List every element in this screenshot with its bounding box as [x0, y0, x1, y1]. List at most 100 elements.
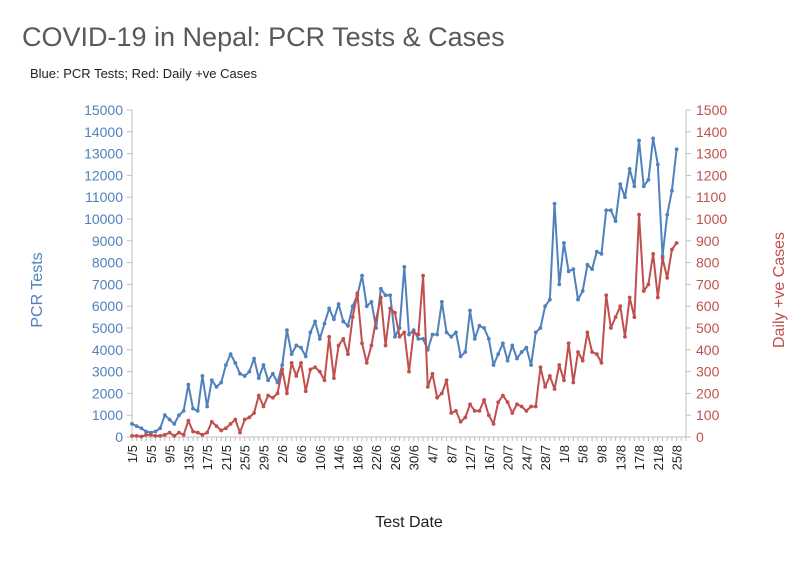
data-point	[449, 411, 454, 415]
data-point	[186, 418, 191, 423]
data-point	[670, 188, 674, 193]
series-line	[132, 213, 678, 438]
right-tick-label: 300	[696, 364, 720, 380]
x-tick-label: 10/6	[313, 445, 328, 470]
left-tick-label: 15000	[84, 102, 123, 118]
data-point	[289, 352, 294, 357]
data-point	[402, 330, 407, 335]
data-point	[655, 162, 660, 167]
x-tick-label: 21/5	[219, 445, 234, 470]
data-point	[463, 350, 468, 354]
left-tick-label: 6000	[92, 298, 123, 314]
right-tick-label: 500	[696, 320, 720, 336]
data-point	[195, 408, 200, 413]
data-point	[515, 402, 519, 407]
data-point	[519, 404, 524, 409]
right-axis-ticks: 0 100 200 300 400 500 600 700 800 900 1000 1100 1200…	[686, 102, 727, 445]
data-point	[547, 374, 552, 378]
right-tick-label: 1100	[696, 189, 726, 205]
data-point	[510, 411, 515, 415]
data-point	[402, 265, 407, 269]
data-point	[486, 413, 491, 418]
data-point	[313, 319, 317, 324]
x-tick-label: 22/6	[369, 445, 384, 470]
data-point	[468, 402, 472, 407]
data-point	[632, 315, 637, 319]
data-point	[181, 432, 186, 437]
data-point	[209, 419, 214, 424]
data-point	[200, 432, 205, 437]
left-tick-label: 10000	[84, 211, 123, 227]
data-point	[491, 422, 496, 426]
data-point	[665, 275, 670, 280]
x-tick-label: 17/5	[200, 445, 215, 470]
data-point	[439, 391, 444, 396]
data-point	[285, 328, 289, 333]
data-point	[421, 273, 425, 278]
data-point	[393, 334, 397, 339]
data-point	[205, 430, 210, 435]
data-point	[219, 428, 224, 433]
data-point	[130, 434, 134, 438]
data-point	[524, 408, 529, 413]
left-tick-label: 4000	[92, 342, 123, 358]
data-point	[608, 208, 613, 213]
data-point	[491, 363, 496, 367]
x-tick-label: 20/7	[501, 445, 516, 470]
data-point	[299, 345, 303, 350]
data-point	[580, 358, 585, 363]
x-tick-label: 13/5	[181, 445, 196, 470]
data-point	[144, 429, 148, 434]
data-point	[585, 330, 590, 335]
data-point	[322, 321, 327, 326]
data-point	[228, 352, 233, 357]
data-point	[317, 337, 322, 341]
data-point	[496, 400, 501, 405]
data-point	[191, 429, 195, 434]
data-point	[327, 306, 332, 311]
data-point	[378, 286, 383, 291]
left-tick-label: 1000	[92, 407, 123, 423]
data-point	[477, 323, 482, 328]
data-point	[674, 147, 679, 152]
right-tick-label: 400	[696, 342, 720, 358]
data-point	[533, 330, 538, 335]
data-point	[566, 269, 571, 274]
data-point	[510, 343, 515, 348]
data-point	[383, 293, 388, 298]
left-tick-label: 7000	[92, 276, 123, 292]
series-daily-cases	[130, 212, 679, 439]
data-point	[576, 350, 580, 354]
data-point	[566, 341, 571, 346]
data-point	[388, 293, 393, 298]
data-point	[604, 208, 609, 213]
data-point	[191, 406, 195, 411]
x-tick-label: 9/5	[163, 445, 178, 463]
data-point	[167, 417, 172, 422]
x-tick-label: 6/6	[294, 445, 309, 463]
data-point	[416, 332, 421, 337]
data-point	[477, 408, 482, 413]
data-point	[341, 337, 346, 341]
data-point	[519, 350, 524, 354]
data-point	[463, 415, 468, 420]
left-tick-label: 3000	[92, 364, 123, 380]
data-point	[242, 417, 247, 422]
x-tick-label: 25/5	[238, 445, 253, 470]
data-point	[501, 341, 505, 346]
data-point	[613, 219, 618, 224]
data-point	[266, 393, 271, 398]
data-point	[665, 212, 670, 217]
data-point	[505, 400, 510, 405]
data-point	[637, 138, 641, 143]
data-point	[543, 384, 548, 389]
data-point	[364, 360, 369, 365]
x-tick-label: 28/7	[538, 445, 553, 470]
x-tick-label: 18/6	[350, 445, 365, 470]
data-point	[148, 432, 153, 437]
data-point	[515, 356, 519, 361]
data-point	[435, 332, 440, 337]
right-tick-label: 600	[696, 298, 720, 314]
x-tick-label: 1/5	[125, 445, 140, 463]
data-point	[388, 306, 393, 311]
